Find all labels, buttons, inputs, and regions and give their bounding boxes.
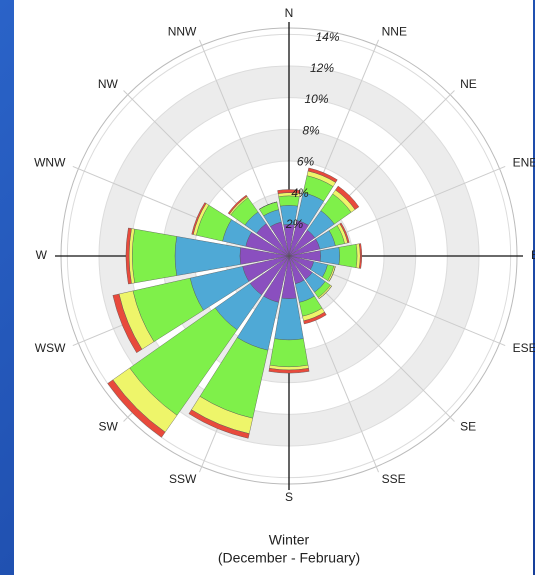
direction-label: W	[36, 248, 48, 262]
direction-label: NNE	[382, 25, 407, 39]
direction-label: SW	[99, 419, 119, 433]
chart-subtitle: (December - February)	[218, 550, 360, 566]
chart-title: Winter	[269, 532, 310, 548]
direction-label: NE	[460, 77, 477, 91]
wedge	[277, 189, 301, 194]
r-tick-label: 6%	[297, 155, 315, 169]
r-tick-label: 4%	[291, 186, 309, 200]
wedge	[319, 247, 340, 265]
direction-label: ESE	[513, 341, 535, 355]
direction-label: WNW	[34, 156, 66, 170]
wedge	[303, 311, 327, 325]
wedge	[191, 202, 207, 235]
direction-label: NNW	[168, 25, 197, 39]
direction-label: SSW	[169, 472, 197, 486]
r-tick-label: 12%	[310, 61, 334, 75]
wedge	[358, 243, 363, 269]
direction-label: SE	[460, 419, 476, 433]
wedge	[268, 368, 310, 374]
direction-label: S	[285, 490, 293, 504]
wedge	[132, 228, 177, 284]
wedge	[112, 293, 143, 353]
r-tick-label: 8%	[302, 123, 320, 137]
plot: 2% 4% 6% 8% 10% 12% 14% N NNE NE ENE E ESE SE SSE S SSW S…	[34, 6, 535, 504]
wedge	[328, 266, 336, 282]
wedge	[227, 194, 248, 215]
wedge	[339, 222, 350, 244]
r-tick-label: 2%	[285, 217, 304, 231]
wedge	[107, 379, 166, 438]
r-tick-label: 14%	[315, 30, 339, 44]
wedge	[338, 244, 358, 268]
wedge	[259, 201, 277, 210]
direction-label: N	[285, 6, 294, 20]
direction-label: ENE	[513, 156, 535, 170]
direction-label: SSE	[382, 472, 406, 486]
direction-label: E	[531, 248, 535, 262]
wedge	[335, 185, 360, 210]
wedge	[307, 167, 338, 183]
direction-label: WSW	[35, 341, 66, 355]
r-tick-label: 10%	[304, 92, 328, 106]
direction-label: NW	[98, 77, 119, 91]
wedge	[188, 409, 250, 439]
wedge	[269, 338, 309, 367]
wedge	[318, 285, 332, 299]
wedge	[125, 227, 132, 285]
